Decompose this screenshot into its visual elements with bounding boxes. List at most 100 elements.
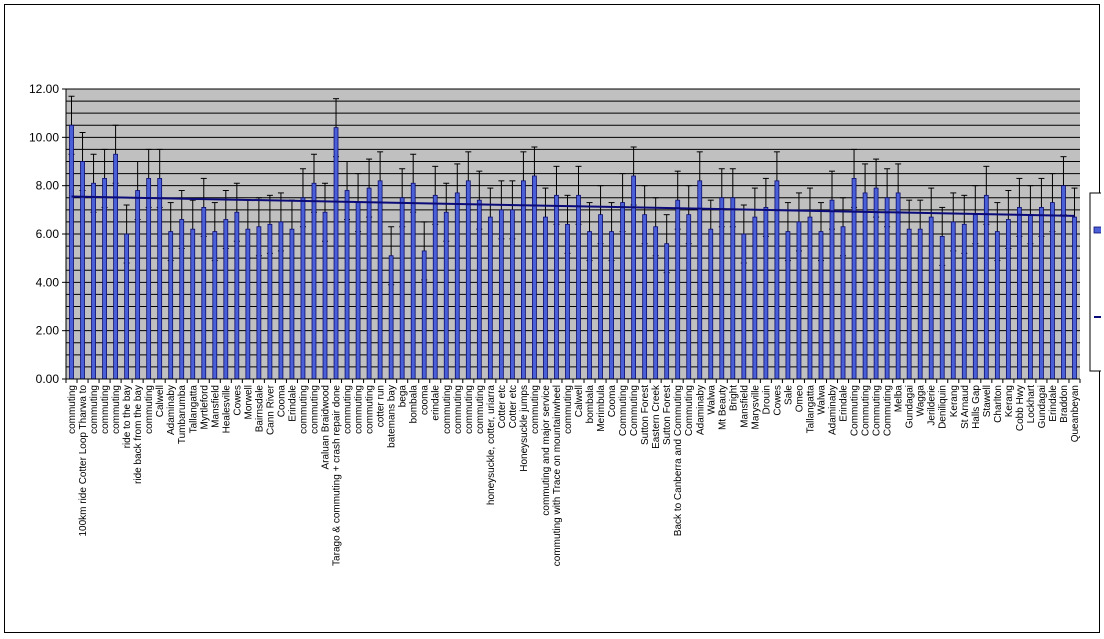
bar [587,231,592,380]
x-tick-label: Cobb Hwy [1015,385,1026,431]
bar [851,178,857,380]
trendline [71,195,1075,217]
legend-box [1089,192,1101,372]
x-tick-label: Kerang [1004,385,1015,417]
bar [653,226,659,380]
chart-frame: 0.00 2.00 4.00 6.00 8.00 10.00 12.00 commuting… [4,4,1101,633]
bar [752,216,758,380]
x-tick-label: St Arnaud [960,385,971,429]
x-tick-label: commuting [365,385,376,434]
x-tick-label: Wagga [916,385,927,417]
trendline-group [71,195,1075,217]
x-tick-label: Drouin [761,385,772,414]
bar [223,219,229,380]
bar [972,214,978,380]
bar [664,243,670,380]
x-tick-label: Merimbula [596,385,607,432]
x-tick-label: commuting [309,385,320,434]
x-tick-label: Cotter etc [508,385,519,428]
x-tick-label: Cann River [265,384,276,435]
x-tick-label: commuting [100,385,111,434]
bar [708,228,714,380]
x-tick-label: commuting [563,385,574,434]
bar [895,192,901,380]
bar [421,250,427,380]
bar [642,214,648,380]
x-tick-label: Eastern Creek [651,384,662,449]
legend-swatch-bars [1093,226,1101,234]
bar [741,233,747,380]
x-tick-label: Healesville [221,385,232,434]
bar [576,194,581,380]
legend [1089,192,1101,372]
x-tick-label: Araluan Braidwood [321,385,332,470]
bar [454,192,460,380]
bar [179,219,185,380]
y-tick-label: 0.00 [36,372,60,386]
bar [785,231,791,380]
bar [1016,207,1022,380]
x-tick-label: Commuting [883,385,894,436]
x-tick-label: Commuting [684,385,695,436]
x-tick-label: Melba [894,385,905,413]
x-tick-label: Tallangatta [188,385,199,434]
x-tick-label: erindale [431,385,442,421]
x-tick-label: Commuting [872,385,883,436]
x-tick-label: commuting [530,385,541,434]
bar [476,199,482,380]
x-tick-label: ride back from the bay [133,385,144,484]
bar [355,202,361,380]
bar [719,197,725,380]
x-tick-label: Commuting [618,385,629,436]
bar [509,209,515,380]
y-tick-label: 12.00 [29,82,59,96]
x-tick-label: bega [398,385,409,408]
x-tick-label: Charlton [993,385,1004,423]
bar [950,221,956,380]
x-tick-label: Cowes [772,385,783,416]
bar [675,199,681,380]
y-tick-label: 8.00 [36,179,60,193]
bar [686,214,692,380]
bar [807,216,813,380]
x-tick-label: honeysuckle, cotter, uriarra [486,385,497,505]
x-tick-label: 100km ride Cotter Loop Tharwa to [78,385,89,537]
bar [598,214,603,380]
x-tick-label: Marysville [750,385,761,430]
x-tick-label: Cowes [232,385,243,416]
y-tick-label: 6.00 [36,227,60,241]
x-tick-label: Sale [783,385,794,405]
bar [840,226,846,380]
x-axis: commuting 100km ride Cotter Loop Tharwa t… [65,378,1081,566]
x-tick-label: commuting [89,385,100,434]
x-tick-label: bombala [409,385,420,424]
bar [543,216,548,380]
x-tick-label: commuting [475,385,486,434]
x-tick-label: ride to the bay [122,385,133,448]
bar [1028,214,1033,380]
bar [69,124,74,380]
y-tick-label: 4.00 [36,275,60,289]
bar [410,182,416,380]
bar [1072,216,1077,380]
bar [245,228,251,380]
x-tick-label: Mansfield [210,385,221,428]
bar [565,223,570,380]
x-tick-label: Queanbeyan [1070,385,1081,442]
x-tick-label: Halls Gap [971,385,982,429]
bar [311,182,317,380]
x-tick-label: Walwa [816,385,827,415]
x-tick-label: commuting [111,385,122,434]
bar [620,202,625,380]
bar [322,211,328,380]
x-tick-label: Commuting [850,385,861,436]
x-tick-label: batemans bay [387,385,398,448]
x-tick-label: Bright [728,385,739,411]
bar [873,187,879,380]
bar-chart: 0.00 2.00 4.00 6.00 8.00 10.00 12.00 commuting… [29,82,1101,566]
bar [465,180,471,380]
x-tick-label: Deniliquin [938,385,949,429]
x-tick-label: commuting [453,385,464,434]
bar [443,211,449,380]
x-tick-label: Lockhart [1026,385,1037,424]
